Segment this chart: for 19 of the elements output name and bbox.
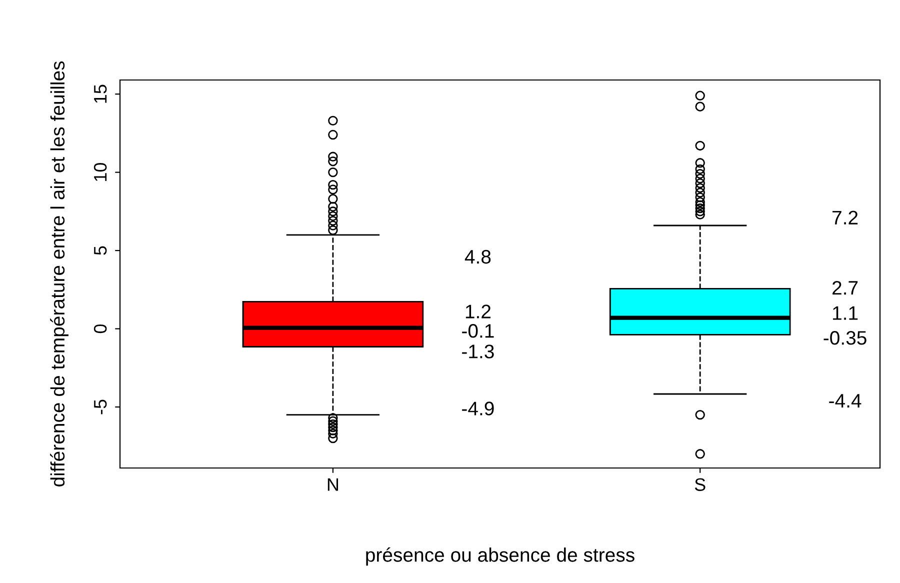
x-tick-label: N [328, 478, 338, 491]
annotation: 7.2 [832, 210, 858, 224]
x-axis-title: présence ou absence de stress [366, 547, 634, 566]
y-tick-label: 10 [94, 162, 107, 181]
annotation: 4.8 [464, 250, 491, 264]
y-tick-label: 5 [94, 246, 107, 255]
annotation: -4.9 [462, 402, 494, 416]
annotation: -4.4 [829, 394, 862, 408]
annotation: -1.3 [462, 344, 494, 358]
x-tick-label: S [694, 478, 706, 491]
annotation: 1.1 [833, 306, 858, 320]
annotation: -0.35 [824, 331, 866, 345]
y-tick-label: 0 [94, 324, 107, 334]
annotation: 2.7 [832, 280, 858, 295]
y-tick-label: 15 [94, 84, 107, 103]
y-tick-label: -5 [94, 400, 107, 414]
annotation: 1.2 [466, 304, 490, 318]
annotation: -0.1 [462, 324, 494, 338]
y-axis-title: différence de température entre l air et les feuilles [50, 61, 68, 486]
